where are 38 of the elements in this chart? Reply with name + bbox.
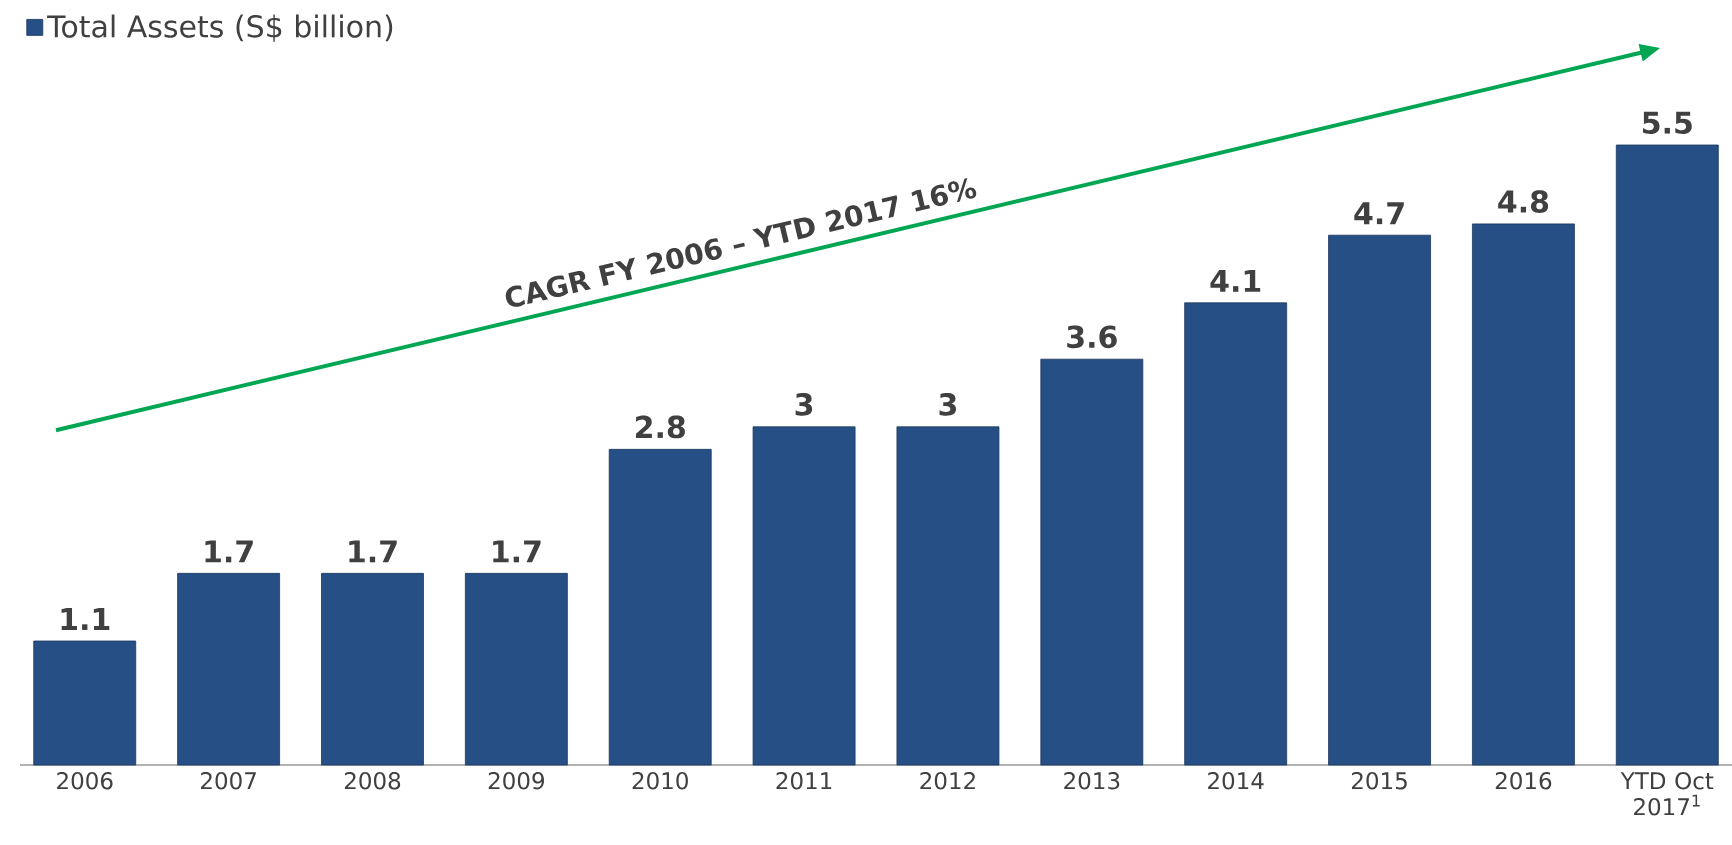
bar [1472,223,1575,766]
x-tick-label: 2006 [57,772,113,790]
data-label: 1.7 [349,540,397,563]
bar [1328,234,1431,766]
x-tick-label: 2016 [1495,772,1552,790]
x-tick-label: 2013 [1064,772,1120,790]
bar [608,448,712,766]
x-tick-label: 2010 [632,772,688,790]
x-tick-label: 2008 [344,772,401,790]
data-label: 1.7 [493,540,541,563]
bar [177,572,281,766]
bar [896,426,1000,766]
data-label: 3.6 [1067,325,1117,349]
bar [1184,302,1288,766]
data-label: 2.8 [636,415,685,439]
x-tick-label: YTD Oct 2017$^{1}$ [1620,772,1714,816]
annotation: CAGR FY 2006 – YTD 2017 16% [505,177,977,307]
x-tick-label: 2014 [1208,772,1264,790]
x-tick-label: 2012 [920,772,975,790]
data-label: 4.8 [1498,190,1549,213]
data-label: 3 [795,393,813,416]
x-tick-label: 2007 [201,772,256,790]
bar [1040,358,1144,766]
x-tick-label: 2015 [1351,772,1407,790]
data-label: 3 [939,393,957,416]
bar [752,426,856,766]
bar [321,572,424,766]
x-tick-label: 2009 [488,772,544,790]
legend-label: Total Assets (S$ billion) [47,14,393,42]
data-label: 1.7 [205,540,253,563]
bar [464,572,568,766]
data-label: 4.1 [1210,269,1261,292]
bar [33,640,137,766]
x-tick-label: 2011 [776,772,832,790]
data-label: 5.5 [1643,111,1692,134]
data-label: 4.7 [1354,202,1404,225]
bar [1615,144,1719,766]
data-label: 1.1 [61,608,110,630]
